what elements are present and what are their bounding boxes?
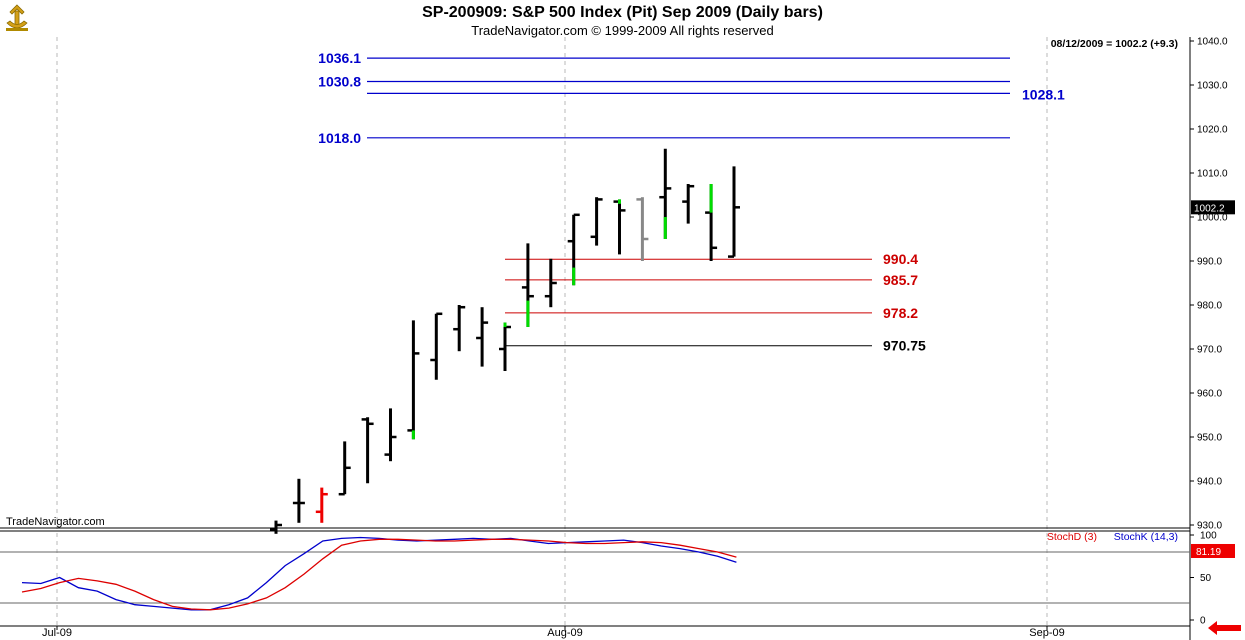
support-label: 970.75: [883, 338, 926, 354]
resistance-label: 1030.8: [318, 73, 361, 89]
price-tick-label: 1000.0: [1197, 213, 1228, 224]
price-tick-label: 950.0: [1197, 433, 1222, 444]
ohlc-bar: [590, 197, 603, 246]
ohlc-bar: [292, 478, 305, 523]
ohlc-bar: [544, 258, 557, 308]
price-tick-label: 940.0: [1197, 477, 1222, 488]
price-bars: [270, 148, 740, 534]
ohlc-bar: [636, 197, 649, 261]
price-tick-label: 980.0: [1197, 301, 1222, 312]
stoch-tick-label: 0: [1200, 616, 1206, 627]
support-label: 978.2: [883, 305, 918, 321]
x-tick-label: Sep-09: [1029, 627, 1064, 639]
stoch-series-line: [21, 538, 737, 611]
stochk-legend: StochK (14,3): [1114, 531, 1178, 543]
ohlc-bar: [430, 312, 443, 380]
price-tick-label: 960.0: [1197, 389, 1222, 400]
ohlc-bar: [338, 441, 351, 496]
price-tick-label: 970.0: [1197, 345, 1222, 356]
stoch-series-line: [21, 536, 737, 611]
ohlc-bar: [476, 307, 489, 367]
price-tick-label: 1040.0: [1197, 37, 1228, 48]
ohlc-bar: [384, 408, 397, 462]
x-tick-label: Jul-09: [42, 627, 72, 639]
stoch-tick-label: 100: [1200, 531, 1217, 542]
price-tick-label: 1020.0: [1197, 125, 1228, 136]
tradenavigator-logo-icon: [6, 4, 28, 31]
scroll-left-arrow-icon[interactable]: [1208, 621, 1242, 635]
stochd-legend: StochD (3): [1047, 531, 1097, 543]
x-tick-label: Aug-09: [547, 627, 582, 639]
resistance-label: 1036.1: [318, 50, 361, 66]
current-price-box: [1191, 200, 1235, 215]
current-price-label: 1002.2: [1194, 203, 1225, 214]
chart-subtitle: TradeNavigator.com © 1999-2009 All right…: [471, 23, 774, 38]
support-label: 990.4: [883, 251, 918, 267]
watermark: TradeNavigator.com: [6, 516, 105, 528]
stoch-value-box: [1191, 543, 1235, 558]
price-tick-label: 930.0: [1197, 521, 1222, 532]
chart-frame: [0, 37, 1191, 640]
price-tick-label: 1030.0: [1197, 81, 1228, 92]
stochastic-panel: [0, 536, 1190, 611]
ohlc-bar: [682, 184, 695, 224]
ohlc-bar: [407, 320, 420, 440]
ohlc-bar: [499, 322, 511, 371]
stoch-tick-label: 50: [1200, 573, 1212, 584]
ohlc-bar: [453, 305, 466, 352]
chart-title: SP-200909: S&P 500 Index (Pit) Sep 2009 …: [422, 4, 823, 21]
ohlc-bar: [270, 520, 282, 534]
price-tick-label: 1010.0: [1197, 169, 1228, 180]
level-lines: 1036.1 1030.8 1028.1 1018.0 990.4 985.7 978.2 9…: [318, 50, 1065, 354]
ohlc-bar: [361, 417, 374, 484]
stoch-value-label: 81.19: [1196, 547, 1221, 558]
resistance-label: 1028.1: [1022, 86, 1065, 102]
axes: 930.0 940.0 950.0 960.0 970.0 980.0 990.0 1000.…: [42, 37, 1235, 639]
price-tick-label: 990.0: [1197, 257, 1222, 268]
support-label: 985.7: [883, 272, 918, 288]
ohlc-bar: [315, 487, 328, 523]
gridlines: [56, 37, 1048, 626]
resistance-label: 1018.0: [318, 130, 361, 146]
ohlc-bar: [613, 199, 626, 255]
ohlc-bar: [728, 166, 740, 258]
last-price-readout: 08/12/2009 = 1002.2 (+9.3): [1051, 38, 1178, 50]
